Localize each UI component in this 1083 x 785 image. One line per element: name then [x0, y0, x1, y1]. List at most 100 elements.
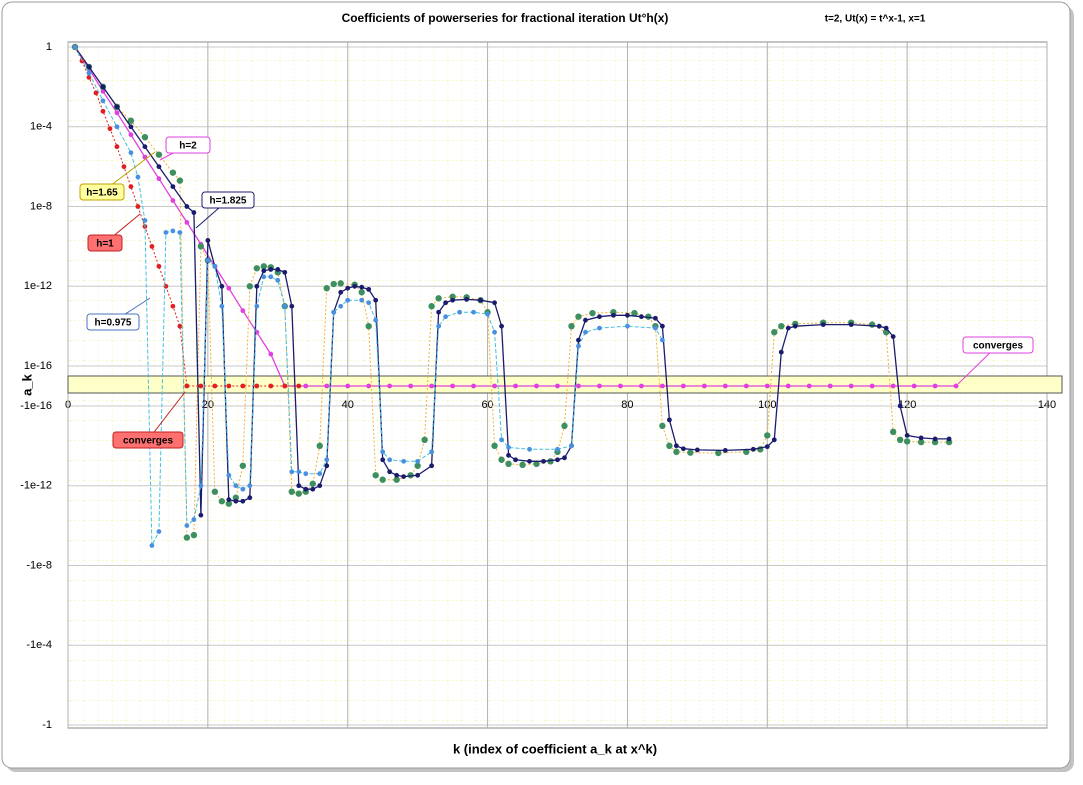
data-point [764, 444, 770, 450]
data-point [345, 383, 351, 389]
data-point [443, 300, 449, 306]
data-point [337, 280, 344, 287]
data-point [896, 436, 904, 444]
data-point [324, 383, 330, 389]
data-point [324, 463, 330, 469]
data-point [666, 417, 672, 423]
data-point [666, 442, 673, 450]
data-point [323, 285, 330, 292]
data-point [184, 383, 190, 389]
data-point [597, 325, 602, 331]
data-point [226, 472, 232, 478]
data-point [519, 461, 526, 469]
data-point [330, 280, 337, 288]
data-point [408, 383, 414, 389]
data-point [254, 283, 260, 289]
data-point [471, 309, 476, 315]
data-point [449, 293, 456, 300]
data-point [576, 337, 581, 343]
data-point [499, 437, 504, 443]
data-point [785, 383, 791, 389]
series-label: h=0.975 [95, 318, 132, 329]
data-point [806, 383, 812, 389]
data-point [876, 323, 882, 329]
data-point [289, 469, 295, 475]
data-point [296, 383, 302, 389]
data-point [191, 210, 197, 215]
series-label-box [79, 183, 125, 201]
data-point [219, 283, 225, 289]
data-point [555, 457, 560, 463]
data-point [575, 313, 582, 320]
data-point [478, 297, 483, 303]
annotation: converges [973, 341, 1023, 352]
data-point [114, 124, 120, 130]
y-tick-label: -1e-16 [20, 400, 52, 412]
data-point [764, 432, 771, 439]
data-point [625, 323, 630, 329]
data-point [680, 383, 686, 389]
data-point [639, 383, 644, 389]
data-point [107, 126, 113, 132]
data-point [820, 322, 826, 327]
data-point [282, 383, 288, 389]
data-point [303, 383, 309, 389]
data-point [100, 98, 106, 104]
data-point [848, 383, 854, 389]
data-point [373, 297, 379, 303]
data-point [226, 285, 232, 291]
data-point [155, 151, 163, 158]
data-point [659, 323, 665, 329]
data-point [268, 267, 274, 272]
data-point [492, 300, 497, 306]
data-point [513, 383, 518, 389]
data-point [268, 383, 274, 389]
data-point [247, 495, 253, 501]
data-point [260, 263, 267, 270]
data-point [722, 448, 728, 453]
data-point [212, 263, 218, 269]
data-point [205, 257, 211, 263]
data-point [625, 312, 630, 318]
data-point [576, 343, 581, 349]
data-point [170, 184, 176, 189]
data-point [184, 204, 190, 209]
y-tick-label: -1e-8 [26, 559, 52, 571]
y-axis-label: a_k [19, 373, 34, 395]
data-point [492, 329, 497, 335]
data-point [100, 88, 106, 94]
data-point [653, 325, 658, 331]
data-point [198, 512, 204, 518]
data-point [331, 309, 337, 315]
data-point [211, 488, 219, 495]
chart-title: Coefficients of powerseries for fraction… [342, 11, 669, 25]
data-point [127, 117, 135, 124]
data-point [358, 289, 365, 296]
data-point [225, 500, 233, 507]
data-point [226, 383, 232, 389]
data-point [527, 446, 532, 452]
data-point [568, 322, 575, 330]
data-point [366, 383, 372, 389]
data-point [365, 322, 372, 330]
data-point [401, 458, 407, 464]
data-point [197, 243, 205, 250]
data-point [114, 110, 120, 116]
y-tick-label: 1e-4 [30, 121, 52, 133]
data-point [953, 383, 959, 389]
data-point [184, 220, 190, 225]
data-point [275, 267, 281, 272]
data-point [534, 383, 539, 389]
annotation-box [962, 336, 1034, 354]
data-point [435, 295, 442, 302]
data-point [373, 317, 379, 323]
data-point [764, 383, 770, 389]
data-point [233, 483, 239, 489]
data-point [190, 531, 198, 539]
data-point [345, 285, 351, 291]
data-point [506, 445, 511, 450]
data-point [827, 383, 833, 389]
data-point [485, 311, 490, 317]
data-point [296, 469, 302, 475]
data-point [184, 523, 190, 528]
